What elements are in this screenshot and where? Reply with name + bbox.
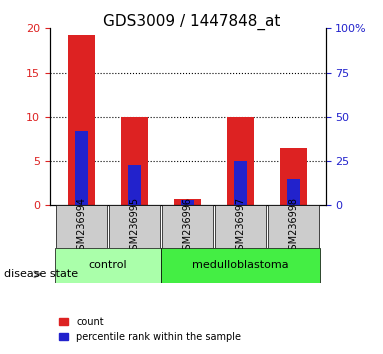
- Bar: [280, 148, 307, 205]
- Bar: [68, 35, 95, 205]
- Text: control: control: [89, 261, 128, 270]
- Bar: [215, 205, 266, 248]
- Bar: [268, 205, 319, 248]
- Bar: [181, 200, 194, 205]
- Bar: [128, 165, 141, 205]
- Bar: [228, 117, 254, 205]
- Text: GDS3009 / 1447848_at: GDS3009 / 1447848_at: [103, 14, 280, 30]
- Text: medulloblastoma: medulloblastoma: [192, 261, 289, 270]
- Bar: [174, 199, 201, 205]
- Bar: [75, 131, 88, 205]
- Text: GSM236995: GSM236995: [129, 197, 140, 256]
- Bar: [56, 205, 107, 248]
- Legend: count, percentile rank within the sample: count, percentile rank within the sample: [55, 313, 245, 346]
- Bar: [234, 161, 247, 205]
- Bar: [287, 179, 300, 205]
- Text: disease state: disease state: [4, 269, 78, 279]
- Text: GSM236994: GSM236994: [77, 197, 87, 256]
- Bar: [121, 117, 148, 205]
- Bar: [55, 248, 161, 283]
- Bar: [109, 205, 160, 248]
- Text: GSM236998: GSM236998: [289, 197, 299, 256]
- Text: GSM236997: GSM236997: [236, 197, 246, 256]
- Bar: [161, 248, 320, 283]
- Bar: [162, 205, 213, 248]
- Text: GSM236996: GSM236996: [183, 197, 193, 256]
